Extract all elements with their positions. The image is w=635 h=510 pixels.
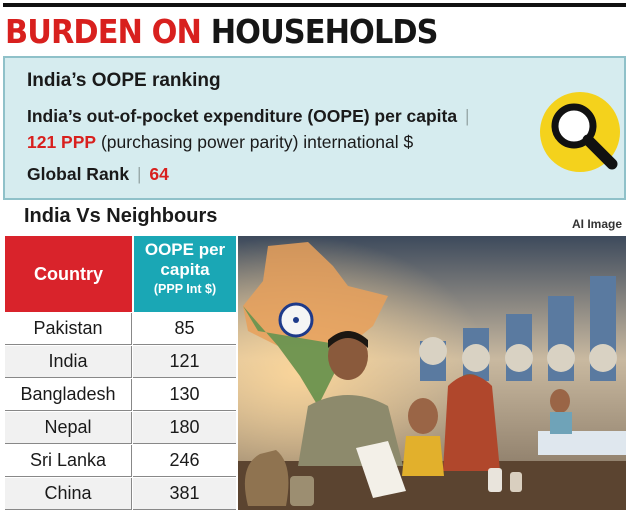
row-country: Nepal xyxy=(5,412,132,444)
medicine-bottle xyxy=(488,468,502,492)
header-oope-unit: (PPP Int $) xyxy=(153,282,217,296)
man-hair xyxy=(328,331,368,348)
monument-medallion xyxy=(462,344,490,372)
row-country: Bangladesh xyxy=(5,379,132,411)
table-row: Nepal 180 xyxy=(5,412,236,446)
top-rule xyxy=(3,3,626,7)
table-row: China 381 xyxy=(5,478,236,510)
woman-saree xyxy=(443,375,500,471)
ranking-value: 121 PPP xyxy=(27,132,97,152)
ashoka-chakra-center xyxy=(293,317,299,323)
monument-medallion xyxy=(505,344,533,372)
separator: | xyxy=(136,164,142,184)
oope-table: Country OOPE per capita (PPP Int $) Paki… xyxy=(5,236,236,510)
row-country: China xyxy=(5,478,132,510)
row-country: Pakistan xyxy=(5,313,132,345)
row-value: 121 xyxy=(133,346,236,378)
monument-medallion xyxy=(589,344,617,372)
header-country: Country xyxy=(5,236,132,312)
table-row: Pakistan 85 xyxy=(5,313,236,347)
ranking-description-line: India’s out-of-pocket expenditure (OOPE)… xyxy=(27,106,473,127)
oope-ranking-box: India’s OOPE ranking India’s out-of-pock… xyxy=(3,56,626,200)
monument-medallion xyxy=(547,344,575,372)
man-head xyxy=(328,332,368,380)
row-value: 130 xyxy=(133,379,236,411)
household-illustration xyxy=(238,236,626,510)
row-country: Sri Lanka xyxy=(5,445,132,477)
image-credit: AI Image xyxy=(571,217,622,231)
monument-medallion xyxy=(419,337,447,365)
money-sack xyxy=(244,450,289,506)
header-oope: OOPE per capita (PPP Int $) xyxy=(134,236,236,312)
ranking-value-unit: (purchasing power parity) international … xyxy=(100,132,414,152)
bill-paper xyxy=(356,441,406,498)
ranking-description: India’s out-of-pocket expenditure (OOPE)… xyxy=(27,106,458,126)
nurse-uniform xyxy=(550,412,572,434)
header-oope-line1: OOPE per xyxy=(144,240,226,259)
ranking-value-line: 121 PPP (purchasing power parity) intern… xyxy=(27,132,413,153)
ranking-title: India’s OOPE ranking xyxy=(27,70,221,91)
headline-part2: HOUSEHOLDS xyxy=(210,12,439,51)
magnifying-glass-icon xyxy=(540,92,620,172)
child-dress xyxy=(402,436,444,476)
row-value: 381 xyxy=(133,478,236,510)
medicine-bottle xyxy=(510,472,522,492)
separator: | xyxy=(464,106,470,126)
hospital-bed xyxy=(538,431,626,455)
table-row: Bangladesh 130 xyxy=(5,379,236,413)
headline-part1: BURDEN ON xyxy=(5,12,202,51)
india-map-shape xyxy=(243,242,388,406)
global-rank-line: Global Rank | 64 xyxy=(27,164,169,185)
row-value: 85 xyxy=(133,313,236,345)
row-country: India xyxy=(5,346,132,378)
nurse-head xyxy=(550,389,570,413)
map-green-band xyxy=(243,306,348,406)
header-oope-line2: capita xyxy=(160,260,210,279)
coin-jar xyxy=(290,476,314,506)
section-title: India Vs Neighbours xyxy=(24,205,218,227)
child-head xyxy=(408,398,438,434)
row-value: 246 xyxy=(133,445,236,477)
headline: BURDEN ON HOUSEHOLDS xyxy=(5,10,439,54)
table-row: Sri Lanka 246 xyxy=(5,445,236,479)
global-rank-value: 64 xyxy=(149,164,169,184)
row-value: 180 xyxy=(133,412,236,444)
table-row: India 121 xyxy=(5,346,236,380)
global-rank-label: Global Rank xyxy=(27,164,130,184)
